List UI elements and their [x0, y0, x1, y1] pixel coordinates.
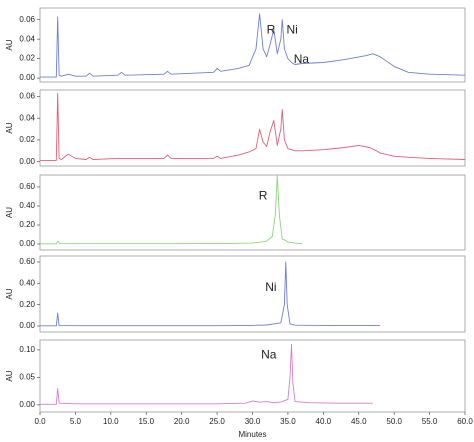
y-tick-label: 0.00: [19, 73, 35, 82]
x-tick-label: 5.0: [70, 417, 82, 426]
peak-annotation: Ni: [265, 280, 276, 294]
y-tick-label: 0.40: [19, 201, 35, 210]
y-tick-label: 0.20: [19, 220, 35, 229]
x-tick-label: 20.0: [174, 417, 190, 426]
panel-frame: [39, 89, 466, 167]
peak-annotation: Ni: [286, 23, 297, 37]
x-tick-label: 15.0: [138, 417, 154, 426]
y-tick-label: 0.60: [19, 182, 35, 191]
y-tick-label: 0.05: [19, 372, 35, 381]
peak-annotation: R: [259, 189, 268, 203]
x-tick-label: 30.0: [245, 417, 261, 426]
panel-frame: [39, 7, 466, 83]
y-axis-label: AU: [5, 207, 14, 218]
trace: [40, 175, 303, 245]
x-tick-label: 45.0: [351, 417, 367, 426]
x-axis-label: Minutes: [238, 430, 266, 439]
y-tick-label: 0.00: [19, 239, 35, 248]
y-tick-label: 0.02: [19, 135, 35, 144]
y-tick-label: 0.60: [19, 257, 35, 266]
y-tick-label: 0.02: [19, 54, 35, 63]
y-tick-label: 0.20: [19, 300, 35, 309]
y-axis-label: AU: [5, 370, 14, 381]
trace: [40, 343, 373, 405]
x-tick-label: 55.0: [422, 417, 438, 426]
y-axis-label: AU: [5, 288, 14, 299]
y-tick-label: 0.06: [19, 92, 35, 101]
y-tick-label: 0.00: [19, 400, 35, 409]
y-axis-label: AU: [5, 122, 14, 133]
y-axis-label: AU: [5, 39, 14, 50]
trace: [40, 13, 466, 78]
x-tick-label: 40.0: [316, 417, 332, 426]
trace: [40, 261, 381, 327]
peak-annotation: Na: [294, 52, 310, 66]
x-tick-label: 10.0: [103, 417, 119, 426]
x-tick-label: 0.0: [34, 417, 46, 426]
y-tick-label: 0.40: [19, 278, 35, 287]
y-tick-label: 0.10: [19, 345, 35, 354]
panel-frame: [39, 174, 466, 251]
y-tick-label: 0.04: [19, 34, 35, 43]
x-tick-label: 25.0: [209, 417, 225, 426]
y-tick-label: 0.00: [19, 157, 35, 166]
y-tick-label: 0.00: [19, 321, 35, 330]
y-tick-label: 0.04: [19, 113, 35, 122]
trace: [40, 92, 466, 162]
y-tick-label: 0.06: [19, 15, 35, 24]
peak-annotation: Na: [261, 348, 277, 362]
panel-frame: [39, 255, 466, 333]
x-tick-label: 35.0: [280, 417, 296, 426]
x-tick-label: 60.0: [457, 417, 473, 426]
peak-annotation: R: [267, 23, 276, 37]
x-tick-label: 50.0: [386, 417, 402, 426]
